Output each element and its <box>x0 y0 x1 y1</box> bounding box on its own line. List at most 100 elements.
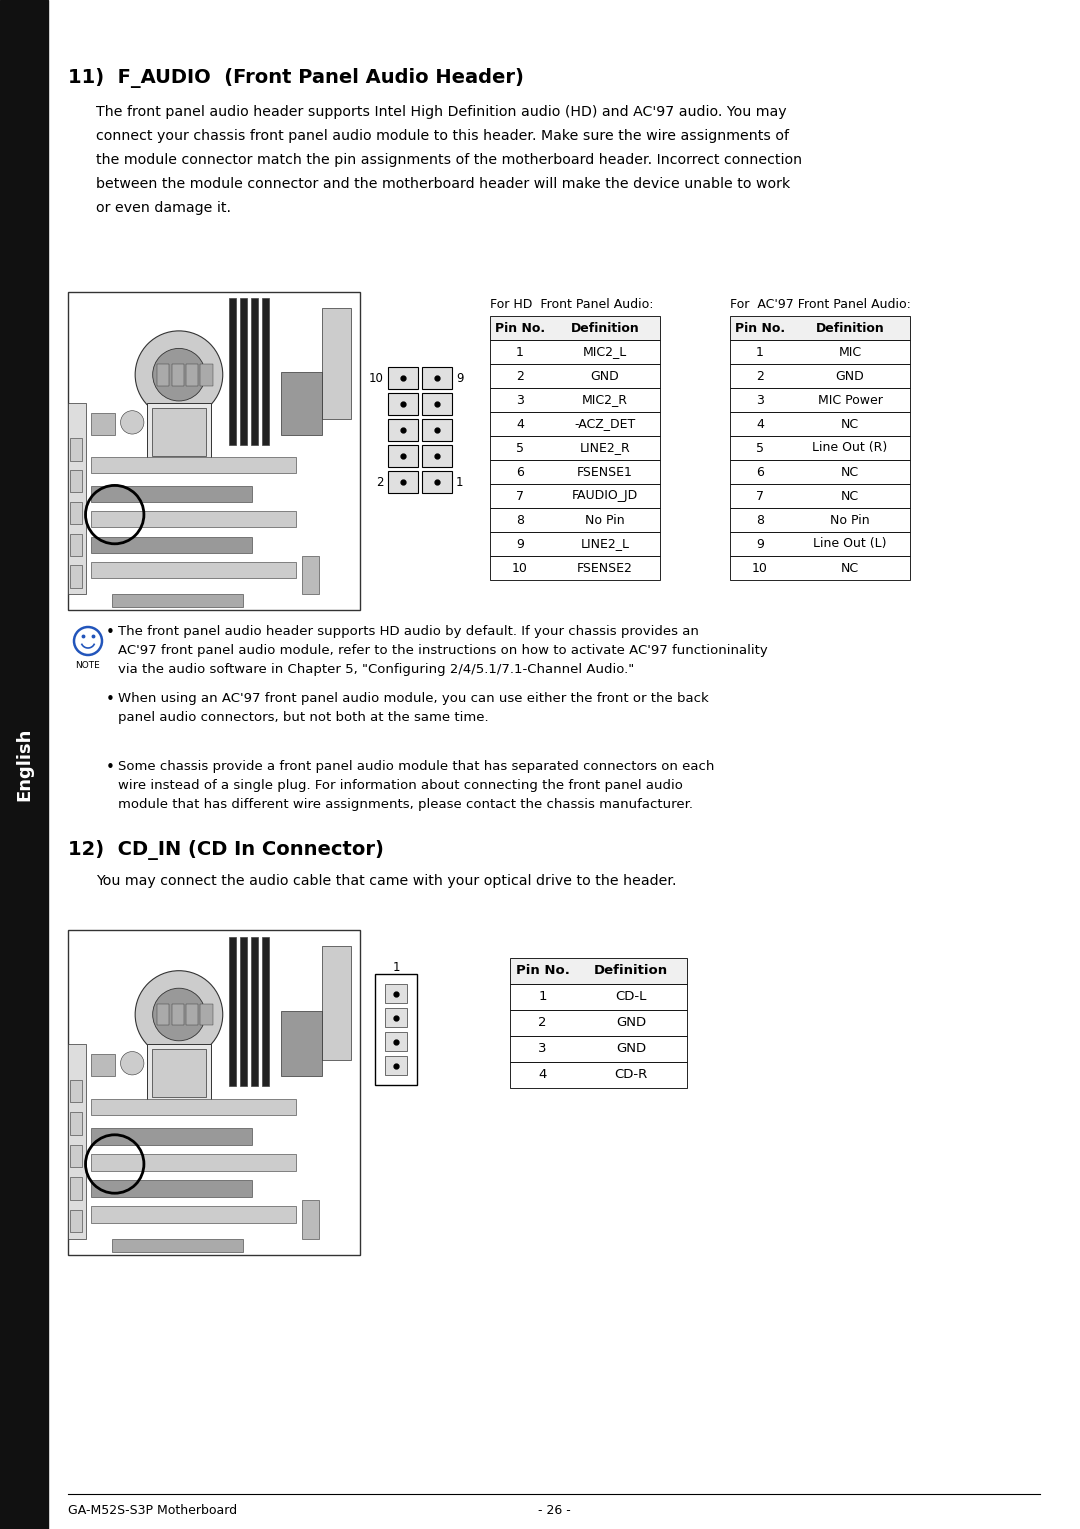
Text: GND: GND <box>616 1043 646 1055</box>
Text: NOTE: NOTE <box>76 661 100 670</box>
Bar <box>70 1112 82 1135</box>
Bar <box>490 557 660 579</box>
Bar <box>70 469 82 492</box>
Bar <box>92 537 252 553</box>
Text: 1: 1 <box>538 991 546 1003</box>
Text: NC: NC <box>841 489 859 503</box>
Bar <box>92 1180 252 1197</box>
Bar <box>730 317 910 339</box>
Circle shape <box>152 349 205 401</box>
Bar <box>490 364 660 388</box>
Bar <box>730 460 910 485</box>
Bar <box>251 936 258 1086</box>
Text: 6: 6 <box>756 465 764 479</box>
Bar <box>229 936 235 1086</box>
Bar <box>322 307 351 419</box>
Text: 2: 2 <box>377 476 384 488</box>
Bar <box>388 471 418 492</box>
Text: MIC Power: MIC Power <box>818 393 882 407</box>
Text: Line Out (R): Line Out (R) <box>812 442 888 454</box>
Bar <box>0 0 48 1529</box>
Bar <box>68 404 85 595</box>
Circle shape <box>121 411 144 434</box>
Text: 11)  F_AUDIO  (Front Panel Audio Header): 11) F_AUDIO (Front Panel Audio Header) <box>68 67 524 89</box>
Text: connect your chassis front panel audio module to this header. Make sure the wire: connect your chassis front panel audio m… <box>96 128 789 144</box>
Text: NC: NC <box>841 561 859 575</box>
Bar <box>384 1057 407 1075</box>
Bar <box>730 339 910 364</box>
Bar <box>92 1099 296 1115</box>
Text: NC: NC <box>841 465 859 479</box>
Bar <box>112 595 243 607</box>
Bar <box>92 486 252 502</box>
Bar <box>261 936 269 1086</box>
Text: Definition: Definition <box>815 321 885 335</box>
Text: For  AC'97 Front Panel Audio:: For AC'97 Front Panel Audio: <box>730 298 910 310</box>
Circle shape <box>135 971 222 1058</box>
Text: Line Out (L): Line Out (L) <box>813 538 887 550</box>
Text: GND: GND <box>616 1017 646 1029</box>
Bar <box>172 364 184 385</box>
Bar <box>490 460 660 485</box>
Bar <box>510 1063 687 1089</box>
Bar <box>70 439 82 460</box>
Bar <box>68 292 360 610</box>
Text: 1: 1 <box>516 346 524 358</box>
Bar <box>510 1011 687 1037</box>
Text: 4: 4 <box>756 417 764 431</box>
Text: No Pin: No Pin <box>831 514 869 526</box>
Bar <box>261 298 269 445</box>
Bar <box>490 508 660 532</box>
Bar <box>157 364 170 385</box>
Bar <box>201 1003 213 1026</box>
Text: 9: 9 <box>456 372 463 384</box>
Circle shape <box>135 330 222 419</box>
Bar <box>92 413 114 436</box>
Text: 10: 10 <box>369 372 384 384</box>
Text: GND: GND <box>591 370 619 382</box>
Text: Pin No.: Pin No. <box>495 321 545 335</box>
Text: or even damage it.: or even damage it. <box>96 200 231 216</box>
Bar <box>92 457 296 474</box>
Text: No Pin: No Pin <box>585 514 625 526</box>
Text: Definition: Definition <box>594 965 669 977</box>
Bar <box>730 364 910 388</box>
Bar <box>388 445 418 466</box>
Bar <box>251 298 258 445</box>
Text: 10: 10 <box>752 561 768 575</box>
Text: MIC2_L: MIC2_L <box>583 346 627 358</box>
Bar <box>730 388 910 411</box>
Bar <box>490 388 660 411</box>
Text: CD-L: CD-L <box>616 991 647 1003</box>
Text: 10: 10 <box>512 561 528 575</box>
Bar <box>156 1057 191 1076</box>
Bar <box>152 1049 206 1098</box>
Bar <box>388 367 418 388</box>
Text: 7: 7 <box>756 489 764 503</box>
Bar <box>301 557 319 595</box>
Text: between the module connector and the motherboard header will make the device una: between the module connector and the mot… <box>96 177 791 191</box>
Bar <box>281 1011 322 1076</box>
Text: 8: 8 <box>756 514 764 526</box>
Text: LINE2_R: LINE2_R <box>580 442 631 454</box>
Bar <box>229 298 235 445</box>
Bar <box>240 936 247 1086</box>
Bar <box>70 1145 82 1167</box>
Bar <box>730 436 910 460</box>
Bar <box>490 436 660 460</box>
Bar <box>730 411 910 436</box>
Bar <box>172 1003 184 1026</box>
Bar <box>281 372 322 436</box>
Text: the module connector match the pin assignments of the motherboard header. Incorr: the module connector match the pin assig… <box>96 153 802 167</box>
Text: 9: 9 <box>756 538 764 550</box>
Bar <box>186 364 199 385</box>
Text: English: English <box>15 728 33 801</box>
Text: The front panel audio header supports HD audio by default. If your chassis provi: The front panel audio header supports HD… <box>118 625 768 676</box>
Bar <box>156 416 191 436</box>
Circle shape <box>152 988 205 1041</box>
Bar <box>384 1008 407 1027</box>
Text: NC: NC <box>841 417 859 431</box>
Bar <box>240 298 247 445</box>
Bar <box>92 1154 296 1171</box>
Text: 1: 1 <box>392 962 400 974</box>
